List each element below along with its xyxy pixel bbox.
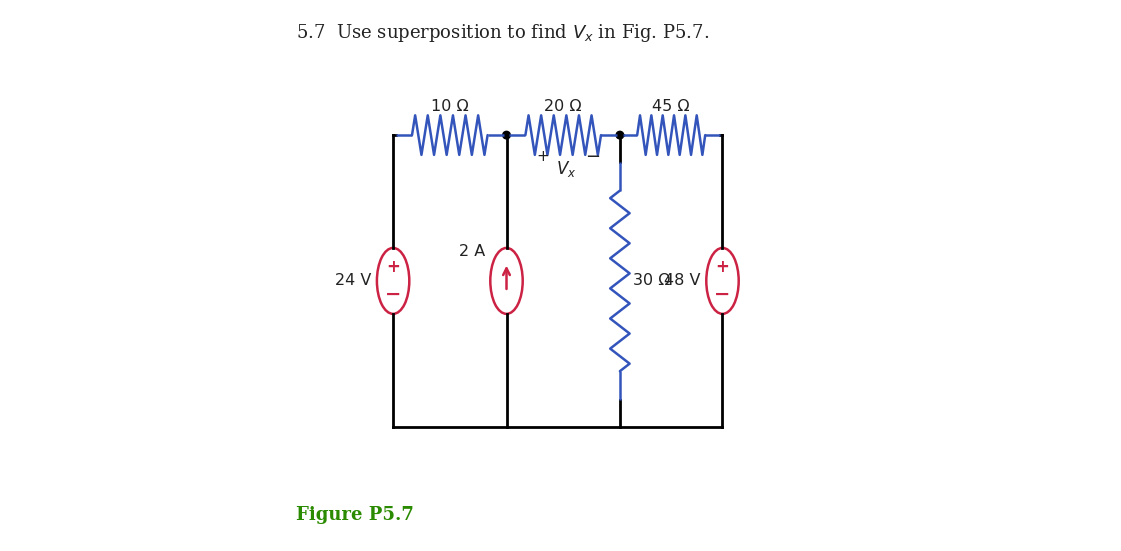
Text: 20 Ω: 20 Ω (545, 99, 582, 114)
Text: $V_x$: $V_x$ (556, 159, 576, 179)
Text: 45 Ω: 45 Ω (652, 99, 691, 114)
Text: −: − (585, 148, 601, 166)
Text: 5.7  Use superposition to find $V_x$ in Fig. P5.7.: 5.7 Use superposition to find $V_x$ in F… (296, 21, 710, 44)
Text: Figure P5.7: Figure P5.7 (296, 506, 414, 524)
Text: −: − (714, 285, 731, 304)
Text: 30 Ω: 30 Ω (633, 273, 670, 288)
Text: +: + (536, 149, 549, 164)
Text: 10 Ω: 10 Ω (430, 99, 469, 114)
Text: 48 V: 48 V (665, 273, 701, 288)
Text: 2 A: 2 A (458, 244, 485, 259)
Text: +: + (386, 258, 400, 276)
Text: +: + (715, 258, 730, 276)
Text: 24 V: 24 V (335, 273, 371, 288)
Text: −: − (385, 285, 401, 304)
Circle shape (502, 131, 510, 139)
Circle shape (617, 131, 623, 139)
